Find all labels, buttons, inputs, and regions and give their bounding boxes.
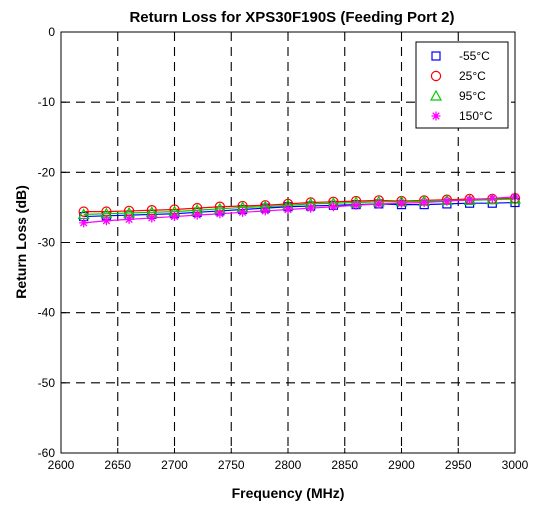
y-tick-label: -40 [38,306,56,320]
data-point [101,216,111,226]
axis-ticks: 2600 2650 2700 2750 2800 2850 2900 2950 3000 0 -10… [38,25,529,472]
grid-lines [61,32,515,453]
legend-label: 95°C [459,89,486,103]
x-tick-label: 2850 [331,458,358,472]
data-point [215,209,225,219]
data-point [170,212,179,222]
data-point [192,210,202,220]
y-tick-label: -60 [38,446,56,460]
data-point [283,205,293,215]
data-point [260,206,270,216]
data-point [397,198,406,208]
plot-frame [60,31,516,454]
data-point [147,213,157,223]
series-3 [79,192,520,228]
y-tick-label: -10 [38,95,56,109]
data-point [351,200,361,210]
legend-label: 25°C [459,69,486,83]
y-tick-label: -50 [38,376,56,390]
series-line [83,197,516,213]
legend-marker [429,89,443,101]
legend-marker [431,51,441,61]
data-point [101,206,112,217]
legend-entry: -55°C [431,49,490,63]
x-tick-label: 2950 [445,458,472,472]
data-series [77,192,522,228]
data-point [486,193,499,205]
y-tick-label: -30 [38,236,56,250]
y-tick-label: 0 [48,25,55,39]
x-tick-label: 2900 [388,458,415,472]
legend-label: -55°C [459,49,490,63]
data-point [419,198,429,208]
legend-entry: 25°C [430,69,486,83]
data-point [465,195,475,205]
x-tick-label: 2800 [275,458,302,472]
data-point [442,196,452,206]
x-tick-label: 2600 [48,458,75,472]
legend-entry: 150°C [431,109,493,123]
x-tick-label: 2750 [218,458,245,472]
legend: -55°C 25°C 95°C 150°C [415,41,509,129]
data-point [78,206,89,217]
data-point [79,218,89,228]
legend-entry: 95°C [429,89,486,103]
data-point [306,203,316,213]
x-tick-label: 2700 [161,458,188,472]
y-tick-label: -20 [38,165,56,179]
y-axis-label: Return Loss (dB) [13,185,29,299]
legend-marker [431,111,441,121]
legend-marker [430,70,442,82]
data-point [238,207,248,217]
data-point [487,193,497,203]
data-point [374,199,384,209]
x-axis-label: Frequency (MHz) [232,485,345,501]
legend-box [415,41,509,129]
legend-label: 150°C [459,109,493,123]
x-tick-label: 2650 [104,458,131,472]
data-point [124,214,134,224]
data-point [328,202,338,212]
chart-title: Return Loss for XPS30F190S (Feeding Port… [129,9,454,26]
x-tick-label: 3000 [502,458,529,472]
